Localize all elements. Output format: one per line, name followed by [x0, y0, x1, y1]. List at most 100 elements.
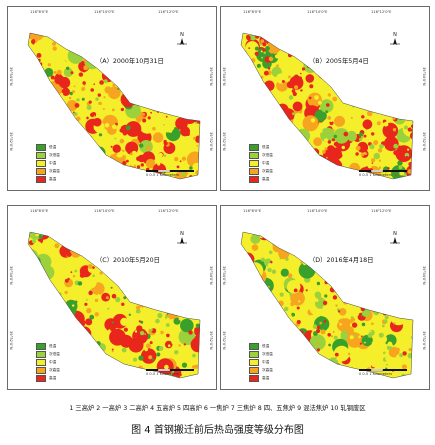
heat-patch — [292, 294, 296, 298]
heat-patch — [181, 171, 186, 176]
heat-patch — [397, 263, 402, 268]
heat-patch — [284, 306, 289, 312]
heat-patch — [195, 323, 200, 328]
heat-patch — [86, 308, 92, 314]
heat-patch — [246, 107, 258, 119]
heat-patch — [171, 340, 176, 345]
facility-key: 1 三高炉 2 一高炉 3 二高炉 4 五高炉 5 四高炉 6 一焦炉 7 三焦… — [69, 405, 366, 412]
heat-patch — [163, 242, 168, 246]
heat-patch — [61, 87, 70, 97]
heat-patch — [29, 276, 37, 284]
heat-patch — [191, 107, 200, 124]
heat-patch — [201, 77, 204, 80]
heat-patch — [76, 126, 84, 135]
heat-patch — [125, 121, 142, 137]
heat-patch — [279, 257, 282, 260]
heat-patch — [251, 120, 257, 126]
heat-patch — [154, 92, 159, 97]
right-tick: 39°54'0"N — [209, 67, 213, 86]
heat-patch — [377, 99, 382, 104]
heat-patch — [162, 300, 167, 305]
heat-patch — [166, 333, 170, 338]
heat-patch — [355, 312, 359, 316]
heat-patch — [408, 162, 413, 167]
heat-patch — [241, 375, 247, 378]
heat-patch — [275, 110, 281, 115]
heat-patch — [283, 239, 293, 249]
heat-patch — [252, 94, 264, 106]
heat-patch — [241, 129, 243, 135]
heat-patch — [343, 267, 346, 270]
heat-patch — [145, 343, 151, 349]
heat-patch — [298, 261, 316, 279]
heat-patch — [363, 134, 367, 138]
heat-patch — [146, 102, 150, 106]
heat-patch — [409, 131, 413, 140]
heat-patch — [140, 235, 145, 240]
legend: 低温 次低温 中温 次高温 高温 — [36, 143, 60, 183]
heat-patch — [106, 324, 113, 331]
heat-patch — [283, 136, 286, 139]
heat-patch — [183, 304, 187, 308]
heat-patch — [244, 256, 247, 259]
heat-patch — [105, 34, 118, 47]
legend-item: 高温 — [36, 374, 60, 382]
heat-patch — [268, 250, 273, 255]
heat-patch — [249, 111, 253, 115]
heat-patch — [369, 144, 375, 150]
legend-swatch — [249, 366, 259, 374]
heat-patch — [81, 97, 85, 101]
heat-patch — [292, 101, 303, 112]
scale-label: 0 0.5 1 Kilometers — [359, 372, 392, 376]
heat-patch — [197, 288, 199, 290]
heat-patch — [196, 302, 200, 306]
heat-patch — [97, 294, 101, 297]
heat-patch — [342, 169, 348, 174]
heat-patch — [349, 232, 352, 233]
heat-patch — [201, 179, 203, 181]
heat-patch — [56, 233, 62, 239]
heat-patch — [130, 157, 135, 161]
heat-patch — [158, 296, 162, 301]
heat-patch — [361, 275, 364, 278]
heat-patch — [136, 66, 140, 70]
heat-patch — [139, 117, 156, 134]
heat-patch — [157, 302, 162, 307]
heat-patch — [300, 172, 305, 176]
heat-patch — [28, 351, 32, 355]
heat-patch — [335, 304, 338, 307]
heat-patch — [241, 340, 247, 349]
heat-patch — [301, 33, 314, 37]
heat-patch — [364, 152, 368, 156]
heat-patch — [141, 296, 154, 308]
heat-patch — [99, 43, 105, 48]
heat-patch — [393, 292, 397, 296]
heat-patch — [195, 106, 199, 111]
heat-patch — [248, 307, 256, 315]
heat-patch — [277, 156, 282, 162]
heat-patch — [281, 352, 296, 367]
heat-patch — [92, 236, 96, 239]
heat-patch — [28, 107, 39, 123]
legend-swatch — [36, 167, 46, 175]
heat-patch — [276, 270, 280, 274]
heat-patch — [403, 67, 413, 81]
heat-patch — [54, 243, 60, 249]
heat-patch — [283, 156, 288, 162]
legend-label: 低温 — [262, 144, 270, 149]
heat-patch — [171, 111, 176, 116]
heat-patch — [329, 265, 337, 273]
heat-patch — [32, 286, 36, 290]
heat-patch — [157, 84, 160, 87]
heat-patch — [113, 264, 117, 268]
heat-patch — [153, 288, 156, 292]
heat-patch — [367, 110, 373, 117]
heat-patch — [315, 267, 321, 273]
heat-patch — [349, 236, 353, 240]
heat-patch — [136, 65, 141, 69]
heat-patch — [397, 307, 400, 310]
heat-patch — [192, 33, 197, 36]
heat-patch — [323, 248, 327, 252]
heat-patch — [192, 68, 197, 73]
